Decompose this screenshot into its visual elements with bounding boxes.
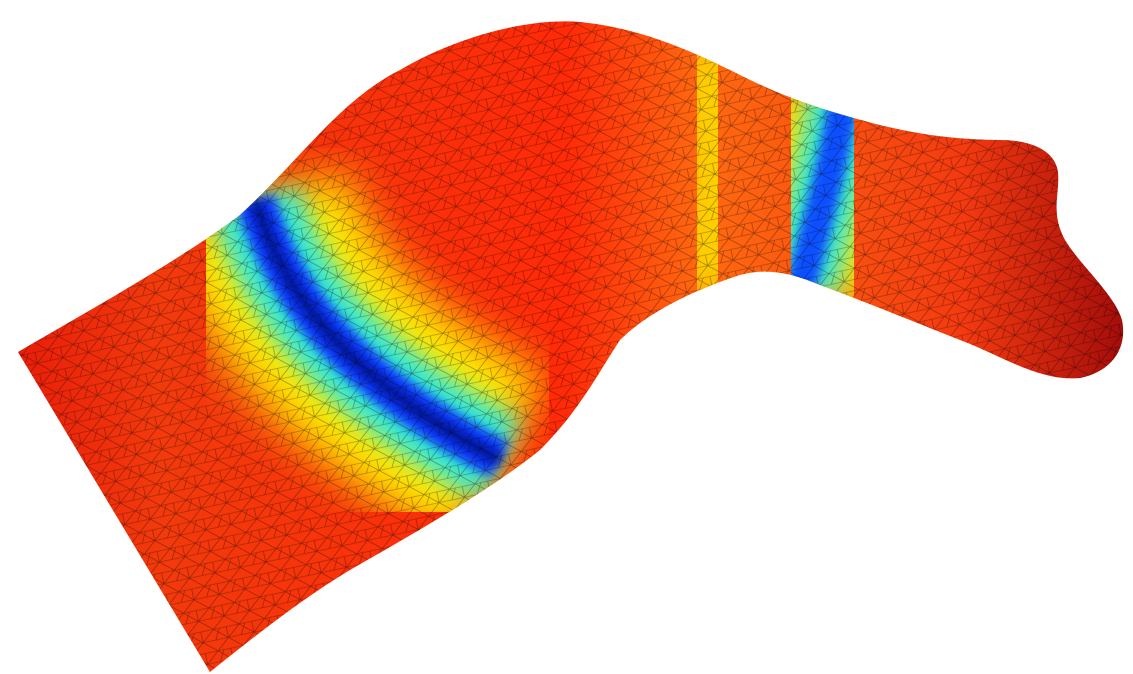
page [18,21,1124,672]
mesh-render [18,21,1124,672]
mesh-lines [18,21,1124,672]
surface [18,21,1124,672]
